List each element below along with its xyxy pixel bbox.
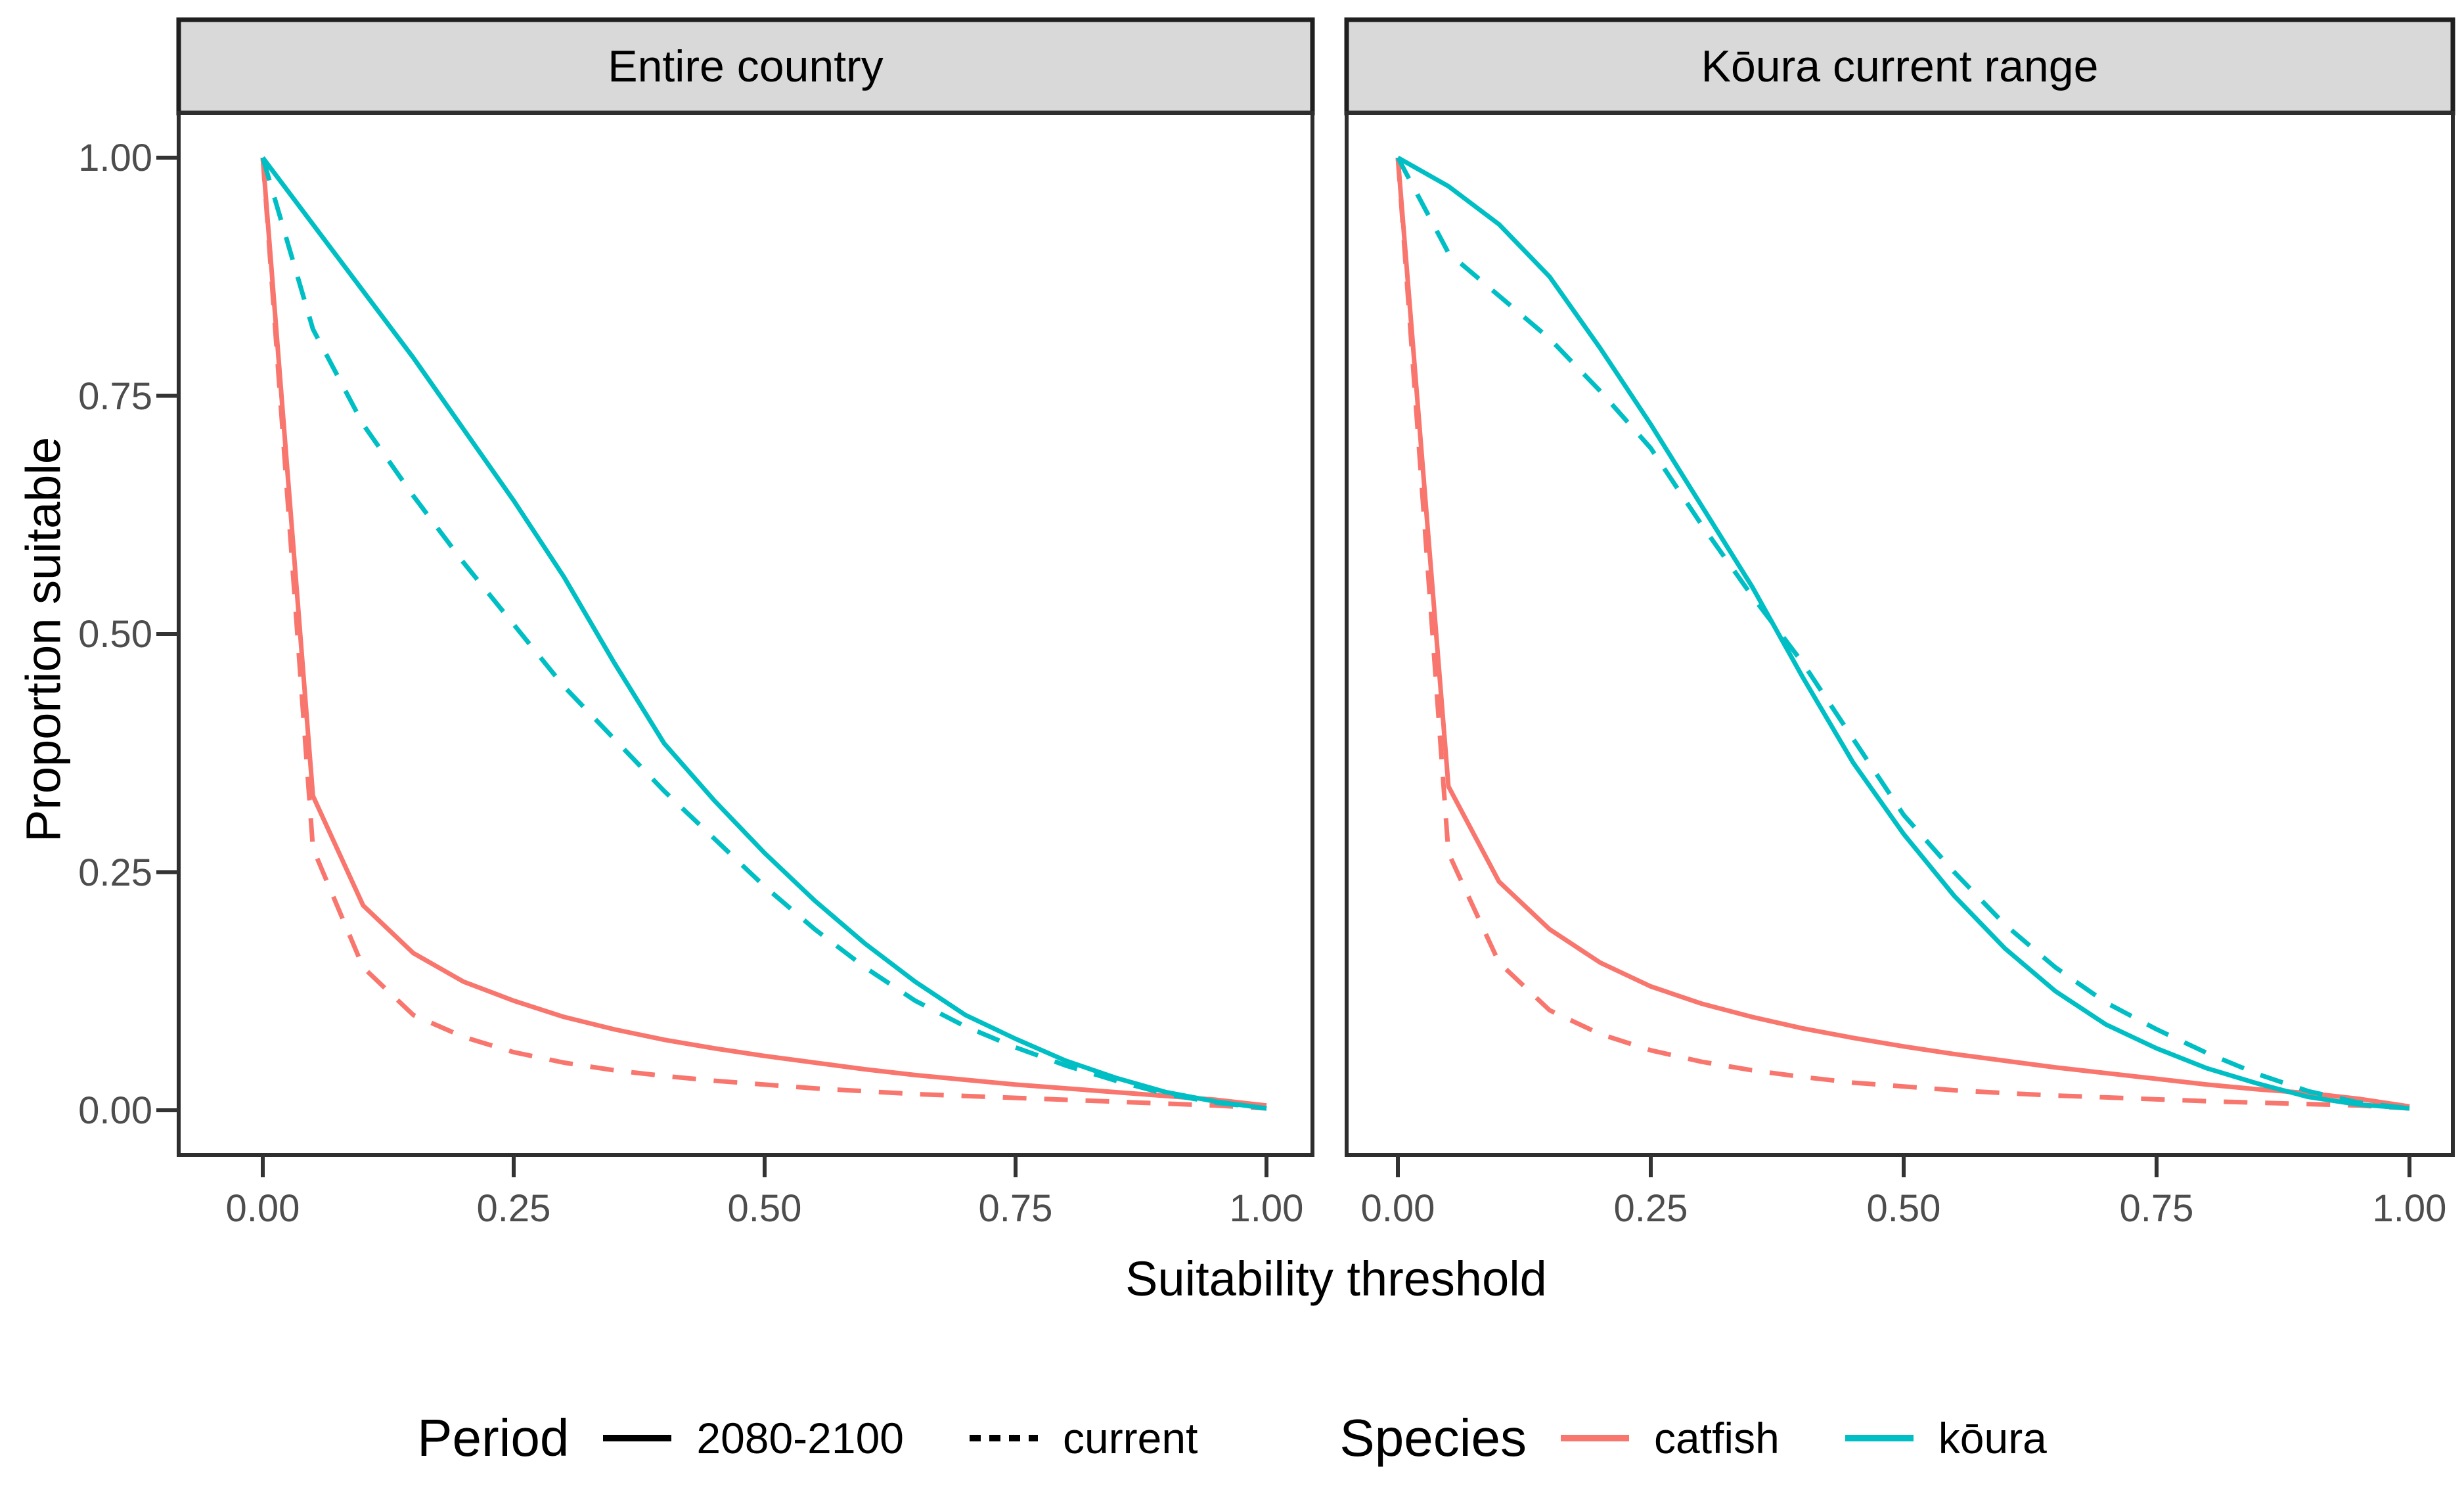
legend-label-current: current xyxy=(1063,1414,1198,1462)
y-tick-label: 0.00 xyxy=(78,1089,152,1132)
legend-key-solid-line-icon xyxy=(603,1435,672,1441)
curve-catfish-2080-2100 xyxy=(260,157,1267,1108)
legend-label-2080-2100: 2080-2100 xyxy=(696,1414,904,1462)
curve-koura-2080-2100 xyxy=(261,156,1267,1111)
x-tick-label: 0.25 xyxy=(1613,1187,1688,1230)
y-tick-label: 0.50 xyxy=(78,613,152,656)
facet-strip xyxy=(1344,17,2455,116)
y-tick-label: 1.00 xyxy=(78,137,152,179)
curve-koura-current xyxy=(260,157,1267,1111)
x-tick-label: 1.00 xyxy=(2372,1187,2447,1230)
legend-group-gap xyxy=(1261,1438,1339,1439)
x-tick-label: 0.75 xyxy=(978,1187,1053,1230)
x-tick-label: 0.50 xyxy=(727,1187,802,1230)
x-tick-label: 0.00 xyxy=(225,1187,300,1230)
curve-koura-current xyxy=(1395,156,2410,1111)
curve-catfish-current xyxy=(260,157,1267,1111)
x-tick-label: 0.00 xyxy=(1360,1187,1435,1230)
legend-label-catfish: catfish xyxy=(1654,1414,1780,1462)
legend: Period 2080-2100 current Species catfish… xyxy=(0,1386,2464,1490)
curve-catfish-current xyxy=(1395,157,2410,1111)
legend-key-catfish-line-icon xyxy=(1561,1435,1630,1441)
panel-border xyxy=(1345,111,2455,1157)
legend-key-koura-line-icon xyxy=(1845,1435,1914,1441)
curve-catfish-2080-2100 xyxy=(1395,157,2410,1109)
facet-strip xyxy=(176,17,1315,116)
x-axis-title: Suitability threshold xyxy=(1125,1252,1547,1306)
x-tick-label: 0.25 xyxy=(476,1187,551,1230)
y-tick-label: 0.75 xyxy=(78,374,152,418)
legend-key-dashed-line-icon xyxy=(970,1435,1038,1441)
legend-period-title: Period xyxy=(417,1409,570,1467)
y-tick-label: 0.25 xyxy=(78,851,152,894)
panel-border xyxy=(177,111,1314,1157)
x-tick-label: 0.75 xyxy=(2119,1187,2194,1230)
curve-koura-2080-2100 xyxy=(1397,155,2410,1111)
x-tick-label: 0.50 xyxy=(1866,1187,1941,1230)
legend-species-title: Species xyxy=(1339,1409,1527,1467)
x-tick-label: 1.00 xyxy=(1229,1187,1304,1230)
legend-label-koura: kōura xyxy=(1938,1414,2047,1462)
